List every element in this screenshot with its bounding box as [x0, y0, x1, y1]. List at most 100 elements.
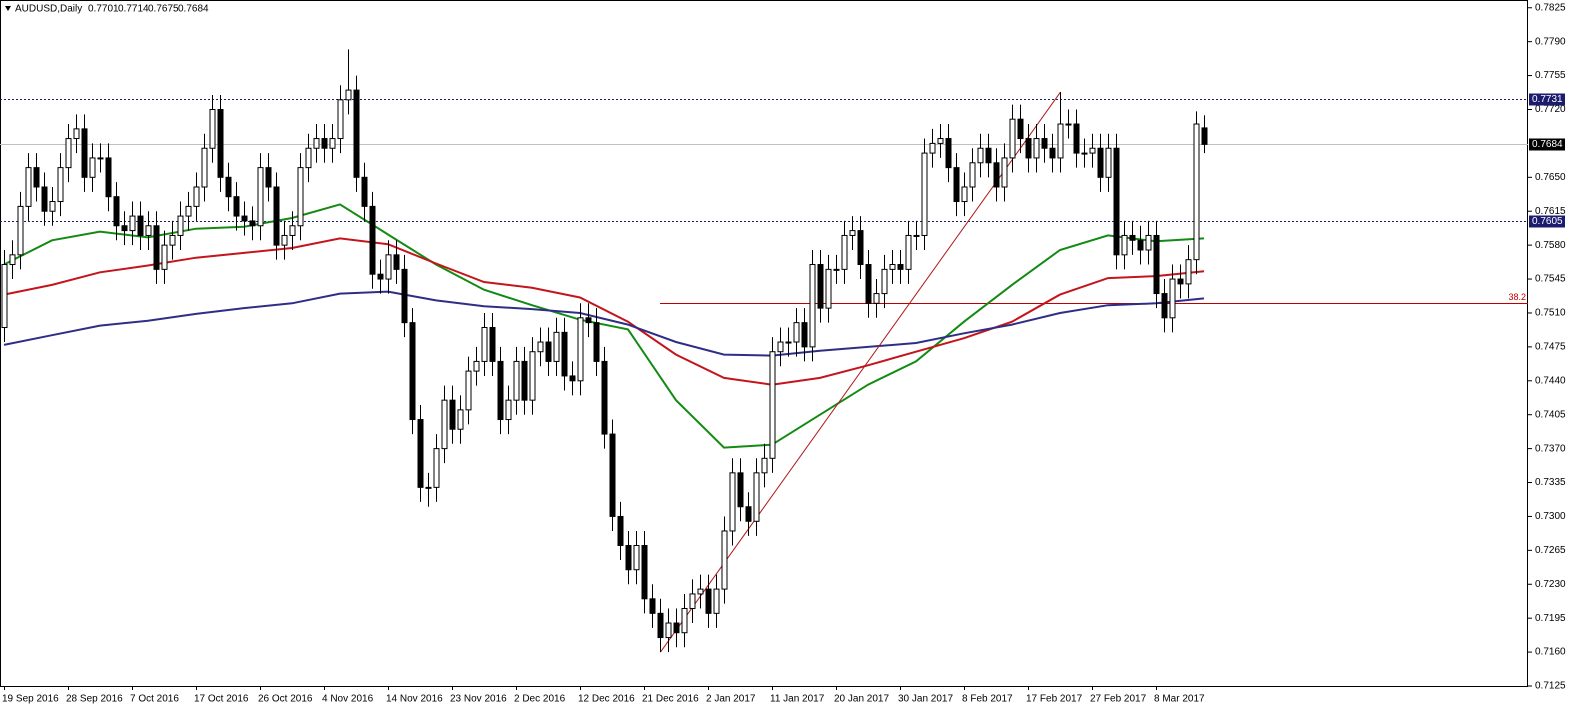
candle-body [857, 230, 864, 266]
candle-body [641, 545, 648, 600]
x-tick-label: 26 Oct 2016 [258, 694, 313, 705]
candle-body [713, 588, 720, 614]
x-tick-label: 8 Mar 2017 [1154, 694, 1205, 705]
candle-body [457, 409, 464, 430]
candle-body [1169, 278, 1176, 319]
candle-body [97, 157, 104, 160]
candle-body [825, 268, 832, 309]
candle-body [217, 108, 224, 178]
ohlc-low: 0.7675 [148, 4, 179, 15]
candle-body [985, 147, 992, 164]
candle-body [1129, 234, 1136, 241]
candle-body [505, 399, 512, 421]
candle-body [745, 506, 752, 522]
candle-body [57, 167, 64, 203]
fibo-label: 38.2 [1508, 292, 1526, 302]
candle-body [113, 196, 120, 227]
candle-body [393, 254, 400, 270]
ohlc-high: 0.7714 [118, 4, 149, 15]
moving-average [3, 237, 1205, 386]
candle-body [1193, 123, 1200, 261]
candle-body [169, 234, 176, 246]
candle-body [1033, 138, 1040, 159]
candle-body [417, 419, 424, 488]
price-label-box [1529, 138, 1565, 151]
y-tick-label: 0.7440 [1535, 375, 1566, 386]
x-tick-label: 8 Feb 2017 [962, 694, 1013, 705]
x-tick-label: 17 Feb 2017 [1026, 694, 1083, 705]
y-tick-label: 0.7125 [1535, 681, 1566, 692]
candle-body [657, 612, 664, 639]
candle-body [1137, 239, 1144, 251]
y-tick-label: 0.7650 [1535, 172, 1566, 183]
candle-body [609, 433, 616, 517]
candle-body [561, 331, 568, 377]
candle-body [1177, 278, 1184, 285]
candle-body [737, 472, 744, 508]
x-tick-label: 2 Dec 2016 [514, 694, 566, 705]
plot-frame [0, 0, 1528, 687]
candle-body [1081, 152, 1088, 155]
candle-body [921, 152, 928, 236]
candle-body [321, 138, 328, 149]
level-label-box [1529, 93, 1565, 106]
candle-body [441, 399, 448, 450]
candle-body [1089, 147, 1096, 154]
y-tick-label: 0.7230 [1535, 579, 1566, 590]
candle-body [257, 167, 264, 227]
candle-body [105, 157, 112, 198]
moving-average [3, 290, 1205, 357]
x-tick-label: 30 Jan 2017 [898, 694, 953, 705]
candle-body [897, 264, 904, 270]
candle-body [1049, 147, 1056, 159]
candle-body [273, 186, 280, 246]
moving-average [3, 203, 1205, 449]
candle-body [673, 622, 680, 634]
candle-body [1073, 123, 1080, 154]
candle-body [753, 472, 760, 522]
candle-body [289, 225, 296, 236]
menu-arrow [5, 6, 11, 11]
candle-body [601, 360, 608, 435]
candle-body [1025, 138, 1032, 159]
y-tick-label: 0.7335 [1535, 477, 1566, 488]
candle-body [185, 205, 192, 217]
candle-body [905, 234, 912, 270]
candle-body [817, 264, 824, 309]
level-label: 0.7605 [1532, 216, 1563, 227]
candle-body [465, 370, 472, 411]
candle-body [377, 273, 384, 280]
candle-body [489, 326, 496, 362]
candle-body [9, 254, 16, 266]
x-tick-label: 21 Dec 2016 [642, 694, 699, 705]
candle-body [513, 360, 520, 401]
candle-body [577, 317, 584, 382]
candle-body [25, 167, 32, 207]
price-label: 0.7684 [1532, 139, 1563, 150]
y-tick-label: 0.7195 [1535, 613, 1566, 624]
candle-body [1017, 118, 1024, 140]
candle-body [881, 268, 888, 295]
candle-body [65, 138, 72, 169]
y-tick-label: 0.7160 [1535, 647, 1566, 658]
candle-body [929, 142, 936, 154]
y-tick-label: 0.7265 [1535, 545, 1566, 556]
candle-body [801, 322, 808, 348]
x-tick-label: 27 Feb 2017 [1090, 694, 1147, 705]
y-tick-label: 0.7755 [1535, 70, 1566, 81]
candle-body [993, 162, 1000, 188]
candle-body [833, 268, 840, 271]
candle-body [433, 448, 440, 488]
candle-body [425, 486, 432, 489]
x-tick-label: 19 Sep 2016 [2, 694, 59, 705]
candle-body [1145, 234, 1152, 251]
candle-body [729, 472, 736, 532]
candle-body [1161, 293, 1168, 319]
x-tick-label: 2 Jan 2017 [706, 694, 756, 705]
candle-body [625, 545, 632, 571]
candle-body [769, 351, 776, 459]
candle-body [1201, 127, 1208, 145]
candle-body [809, 264, 816, 348]
candle-body [529, 351, 536, 401]
candle-body [201, 147, 208, 188]
